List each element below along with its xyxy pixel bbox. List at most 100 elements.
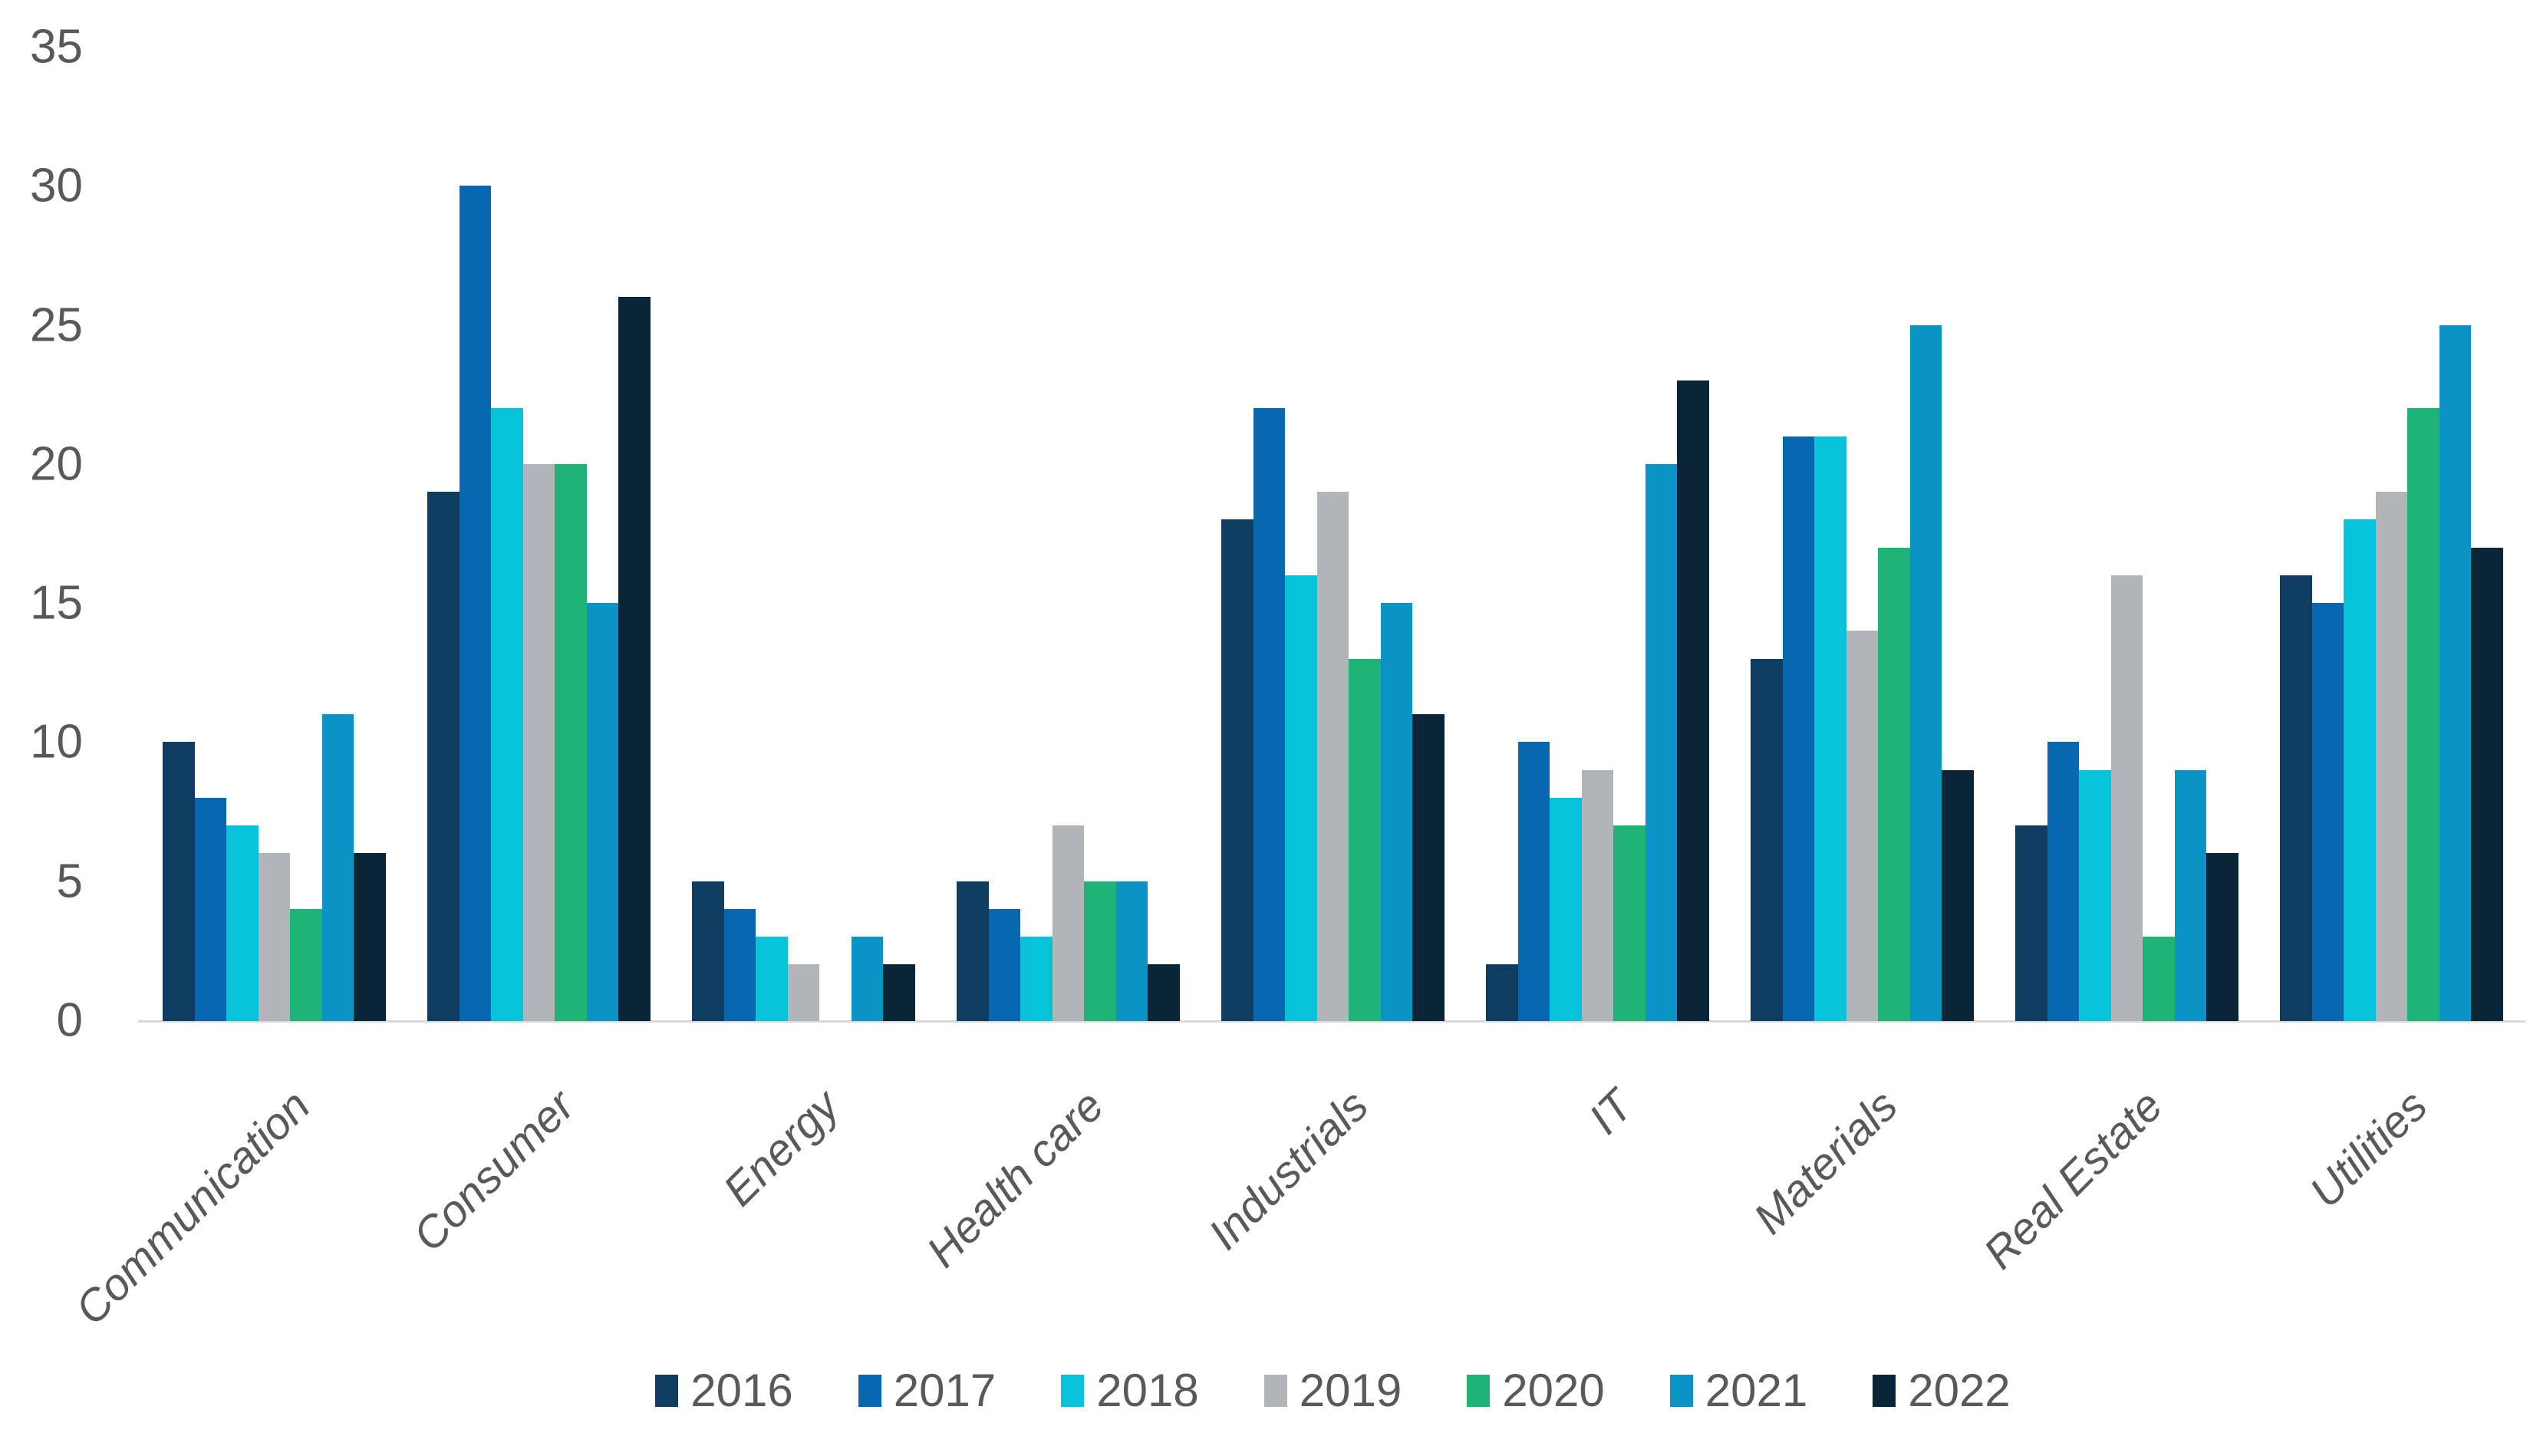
x-axis-label-utilities: Utilities [2300, 1080, 2437, 1217]
y-tick-label: 20 [30, 437, 83, 491]
bar-2019-health-care [1052, 825, 1085, 1021]
legend: 2016 2017 2018 2019 2020 2021 2022 [142, 1364, 2524, 1417]
x-axis-line [138, 1020, 2525, 1023]
y-tick-label: 15 [30, 576, 83, 630]
legend-swatch-2016 [655, 1374, 679, 1407]
bar-2020-industrials [1349, 658, 1381, 1021]
x-axis-label-health-care: Health care [917, 1080, 1114, 1277]
bar-2019-consumer [522, 463, 555, 1021]
bar-2016-consumer [427, 492, 460, 1021]
bar-2022-real-estate [2206, 853, 2238, 1021]
legend-item-2016: 2016 [655, 1364, 793, 1417]
y-tick-label: 30 [30, 159, 83, 212]
bar-2019-real-estate [2110, 575, 2143, 1021]
x-axis-label-consumer: Consumer [404, 1080, 585, 1261]
bar-2016-health-care [957, 881, 989, 1021]
bar-2022-industrials [1412, 714, 1445, 1021]
bar-2021-materials [1909, 324, 1942, 1021]
legend-item-2020: 2020 [1467, 1364, 1605, 1417]
x-axis-label-materials: Materials [1744, 1080, 1908, 1244]
legend-swatch-2019 [1263, 1374, 1287, 1407]
legend-label: 2022 [1908, 1365, 2011, 1416]
bar-2017-health-care [988, 908, 1021, 1021]
legend-label: 2016 [690, 1365, 793, 1416]
x-axis-label-communication: Communication [65, 1080, 320, 1335]
bar-2019-industrials [1316, 492, 1349, 1021]
bar-2020-health-care [1084, 881, 1116, 1021]
y-tick-label: 5 [56, 855, 83, 908]
bar-2021-energy [851, 937, 884, 1021]
bar-2018-health-care [1020, 937, 1053, 1021]
bar-2016-utilities [2280, 575, 2312, 1021]
bar-2016-materials [1751, 658, 1783, 1021]
bar-2016-energy [692, 881, 724, 1021]
bar-2017-communication [194, 797, 227, 1021]
bar-2017-real-estate [2047, 742, 2080, 1021]
x-axis-label-it: IT [1579, 1080, 1643, 1145]
x-axis-label-real-estate: Real Estate [1974, 1080, 2173, 1279]
bar-2021-real-estate [2174, 769, 2207, 1021]
bar-2020-real-estate [2143, 937, 2175, 1021]
bar-2019-communication [258, 853, 291, 1021]
legend-label: 2020 [1502, 1365, 1605, 1416]
bar-2022-it [1677, 380, 1709, 1021]
legend-item-2018: 2018 [1061, 1364, 1199, 1417]
legend-item-2019: 2019 [1263, 1364, 1402, 1417]
bar-2018-consumer [491, 408, 523, 1021]
bar-2022-consumer [618, 297, 651, 1021]
legend-swatch-2018 [1061, 1374, 1085, 1407]
bar-2017-energy [723, 908, 756, 1021]
bar-2018-real-estate [2079, 769, 2111, 1021]
bar-2021-communication [321, 714, 354, 1021]
bar-2022-energy [883, 964, 915, 1021]
legend-label: 2018 [1096, 1365, 1199, 1416]
bar-2021-utilities [2439, 324, 2472, 1021]
bar-2017-consumer [459, 186, 492, 1021]
legend-swatch-2020 [1467, 1374, 1491, 1407]
legend-label: 2021 [1705, 1365, 1808, 1416]
x-axis-label-industrials: Industrials [1199, 1080, 1379, 1260]
legend-item-2017: 2017 [858, 1364, 996, 1417]
bar-2018-utilities [2344, 519, 2376, 1021]
y-tick-label: 35 [30, 20, 83, 74]
y-tick-label: 10 [30, 715, 83, 769]
bar-2016-real-estate [2015, 825, 2047, 1021]
bar-2017-industrials [1253, 408, 1286, 1021]
bar-2017-it [1517, 742, 1550, 1021]
bar-2022-health-care [1148, 964, 1180, 1021]
bar-2022-utilities [2471, 547, 2503, 1021]
y-tick-label: 25 [30, 298, 83, 352]
bar-2021-consumer [586, 603, 619, 1021]
bar-2020-communication [290, 908, 322, 1021]
bar-2022-materials [1942, 769, 1974, 1021]
bar-2018-it [1550, 797, 1582, 1021]
bar-2018-materials [1814, 436, 1846, 1021]
bar-2018-communication [226, 825, 259, 1021]
bar-2016-industrials [1221, 519, 1253, 1021]
bar-2016-it [1486, 964, 1518, 1021]
bar-2020-consumer [555, 463, 587, 1021]
x-axis-label-energy: Energy [713, 1080, 849, 1216]
bar-2020-utilities [2407, 408, 2439, 1021]
bar-2018-energy [756, 937, 788, 1021]
bar-2020-materials [1878, 547, 1910, 1021]
bar-2019-energy [787, 964, 820, 1021]
bar-2021-it [1645, 463, 1678, 1021]
bar-2019-it [1581, 769, 1614, 1021]
bar-2018-industrials [1285, 575, 1317, 1021]
bar-2017-materials [1782, 436, 1815, 1021]
legend-swatch-2021 [1669, 1374, 1693, 1407]
bar-2020-it [1613, 825, 1645, 1021]
bar-2019-utilities [2375, 492, 2408, 1021]
bar-2019-materials [1846, 631, 1879, 1021]
bar-2021-health-care [1115, 881, 1148, 1021]
legend-swatch-2022 [1873, 1374, 1896, 1407]
legend-swatch-2017 [858, 1374, 881, 1407]
legend-item-2022: 2022 [1873, 1364, 2011, 1417]
bar-2016-communication [163, 742, 195, 1021]
legend-label: 2019 [1299, 1365, 1402, 1416]
legend-label: 2017 [893, 1365, 997, 1416]
bar-2017-utilities [2311, 603, 2344, 1021]
bar-2021-industrials [1380, 603, 1413, 1021]
